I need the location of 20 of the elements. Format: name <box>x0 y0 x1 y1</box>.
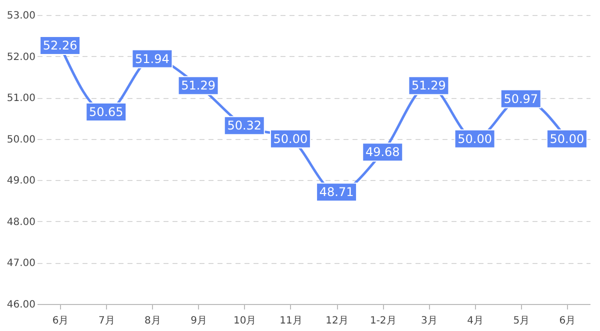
x-tick-label: 3月 <box>421 316 438 326</box>
x-tick-label: 5月 <box>513 316 530 326</box>
x-tick-label: 6月 <box>559 316 576 326</box>
y-tick-label: 51.00 <box>6 93 36 104</box>
y-tick-label: 53.00 <box>6 10 36 22</box>
x-tick-label: 8月 <box>144 316 161 326</box>
x-tick-label: 7月 <box>98 316 115 326</box>
x-tick-label: 12月 <box>326 316 348 326</box>
x-tick-label: 6月 <box>52 316 69 326</box>
x-tick-label: 11月 <box>280 316 302 326</box>
x-tick-label: 1-2月 <box>370 316 396 326</box>
y-tick-label: 50.00 <box>6 134 36 146</box>
x-tick-label: 4月 <box>467 316 484 326</box>
x-tick-label: 10月 <box>234 316 256 326</box>
y-tick-label: 48.00 <box>6 216 36 228</box>
y-tick-label: 49.00 <box>6 176 36 187</box>
x-tick-label: 9月 <box>190 316 207 326</box>
y-tick-label: 47.00 <box>6 258 36 270</box>
y-tick-label: 52.00 <box>6 52 36 63</box>
y-tick-label: 46.00 <box>6 300 36 310</box>
